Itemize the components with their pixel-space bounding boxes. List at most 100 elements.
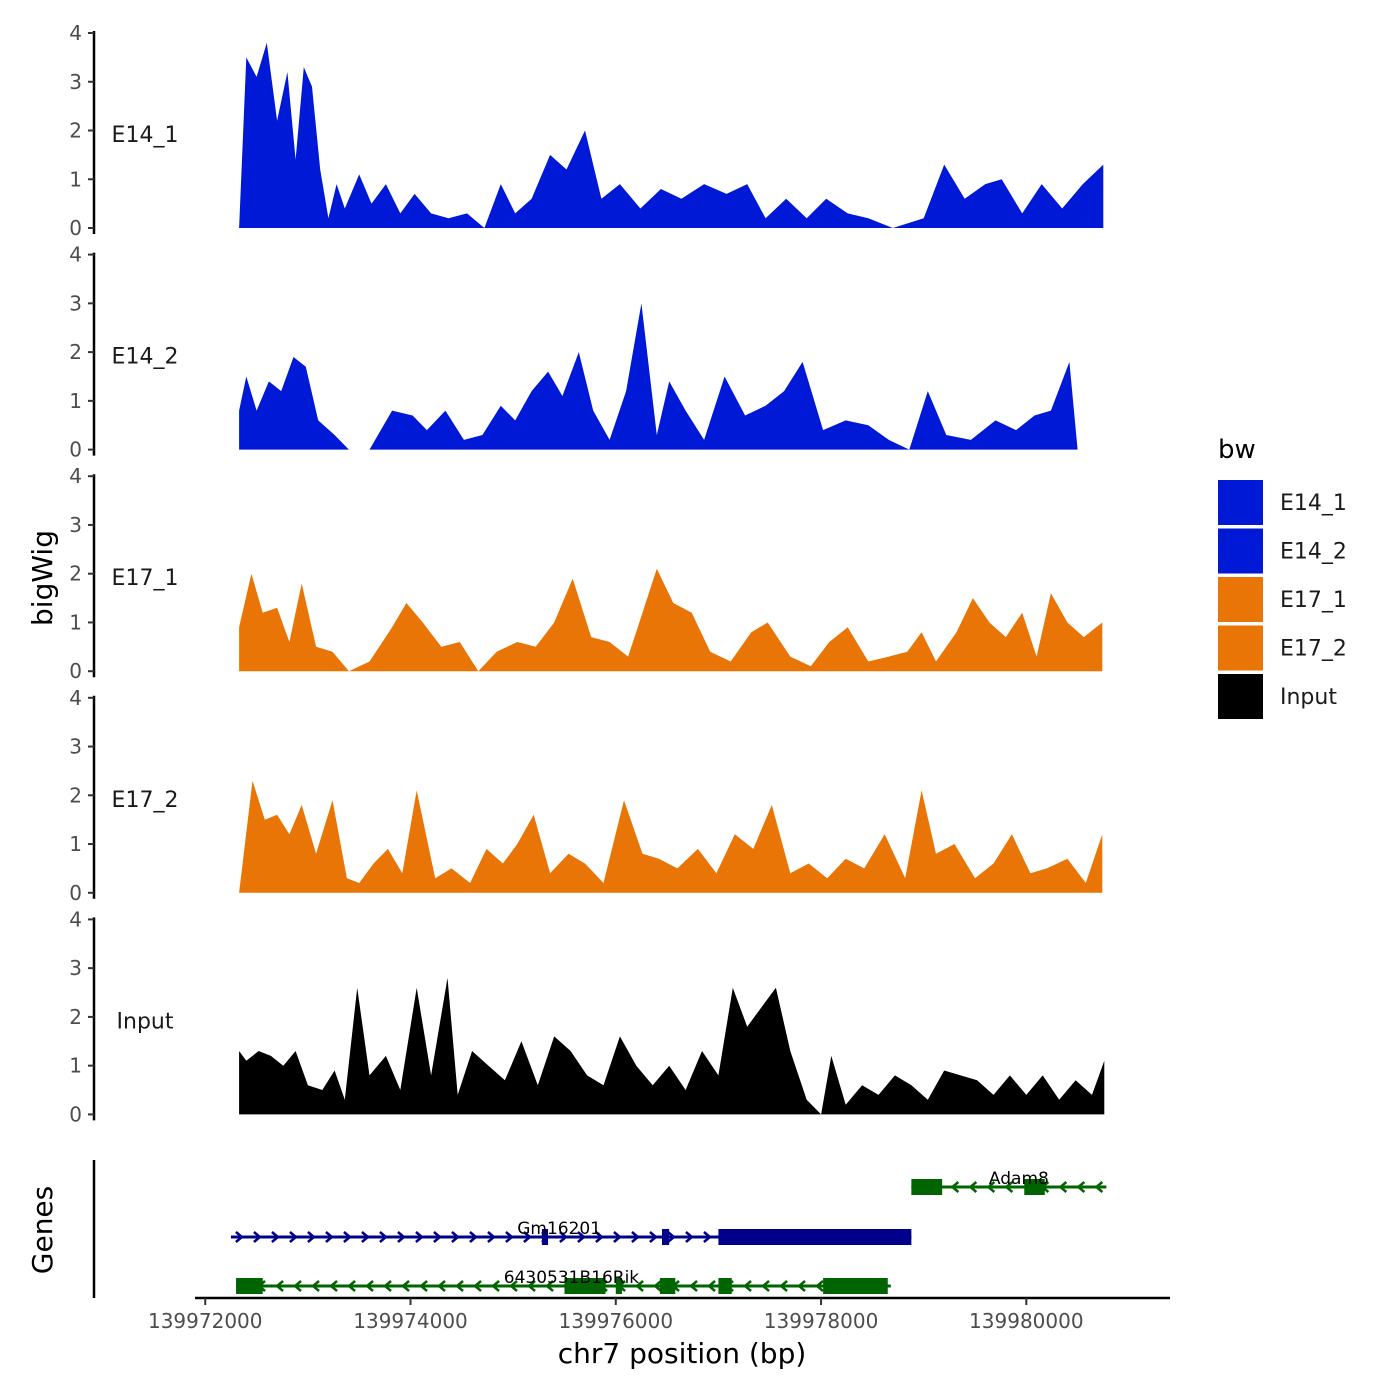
strand-arrow-icon bbox=[383, 1280, 392, 1292]
strand-arrow-icon bbox=[271, 1231, 280, 1243]
strand-arrow-icon bbox=[703, 1231, 712, 1243]
strand-arrow-icon bbox=[509, 1280, 518, 1292]
strand-arrow-icon bbox=[275, 1280, 284, 1292]
y-tick-label: 4 bbox=[69, 21, 82, 45]
panel-E14_2: 0 1 2 3 4 E14_2 bbox=[69, 243, 1078, 462]
panel-E17_2: 0 1 2 3 4 E17_2 bbox=[69, 686, 1103, 905]
gene-exon bbox=[541, 1229, 549, 1245]
y-tick-label: 0 bbox=[69, 438, 82, 462]
area-E17_1 bbox=[239, 568, 1103, 672]
strand-arrow-icon bbox=[437, 1280, 446, 1292]
panel-Input: 0 1 2 3 4 Input bbox=[69, 907, 1105, 1126]
genes-track: Adam8 Gm16201 6430531B16Rik bbox=[92, 1160, 1107, 1298]
gene-exon bbox=[718, 1278, 732, 1294]
strand-arrow-icon bbox=[950, 1181, 960, 1193]
legend-item-Input: Input bbox=[1218, 674, 1337, 719]
panel-label-E14_2: E14_2 bbox=[112, 345, 179, 370]
panel-label-E14_1: E14_1 bbox=[112, 123, 179, 148]
gene-6430531B16Rik: 6430531B16Rik bbox=[236, 1268, 891, 1294]
strand-arrow-icon bbox=[365, 1280, 374, 1292]
strand-arrow-icon bbox=[761, 1280, 770, 1292]
gene-exon bbox=[615, 1278, 622, 1294]
strand-arrow-icon bbox=[649, 1231, 658, 1243]
strand-arrow-icon bbox=[235, 1231, 244, 1243]
strand-arrow-icon bbox=[361, 1231, 370, 1243]
y-tick-label: 3 bbox=[69, 291, 82, 315]
area-E14_1 bbox=[239, 42, 1104, 228]
strand-arrow-icon bbox=[667, 1231, 676, 1243]
strand-arrow-icon bbox=[253, 1231, 262, 1243]
strand-arrow-icon bbox=[1058, 1181, 1068, 1193]
y-tick-label: 4 bbox=[69, 907, 82, 931]
gene-exon bbox=[661, 1229, 670, 1245]
strand-arrow-icon bbox=[685, 1231, 694, 1243]
legend-item-E17_1: E17_1 bbox=[1218, 577, 1347, 622]
strand-arrow-icon bbox=[307, 1231, 316, 1243]
area-E17_2 bbox=[239, 780, 1103, 893]
genes-axis-title: Genes bbox=[26, 1186, 59, 1274]
x-tick-label: 139978000 bbox=[764, 1309, 879, 1333]
legend-label: E17_2 bbox=[1280, 637, 1347, 662]
y-tick-label: 3 bbox=[69, 735, 82, 759]
signal-panels: 0 1 2 3 4 E14_1 0 1 2 3 4 E14_2 0 1 2 3 4 E17_1 0 1 2 3 4 E17_2… bbox=[69, 21, 1105, 1126]
x-tick-label: 139976000 bbox=[559, 1309, 674, 1333]
panel-label-E17_1: E17_1 bbox=[112, 566, 179, 591]
strand-arrow-icon bbox=[968, 1181, 978, 1193]
y-axis-title: bigWig bbox=[26, 530, 59, 626]
panel-E14_1: 0 1 2 3 4 E14_1 bbox=[69, 21, 1104, 240]
y-tick-label: 2 bbox=[69, 340, 82, 364]
y-tick-label: 0 bbox=[69, 659, 82, 683]
y-tick-label: 1 bbox=[69, 610, 82, 634]
strand-arrow-icon bbox=[347, 1280, 356, 1292]
y-tick-label: 4 bbox=[69, 464, 82, 488]
legend-swatch bbox=[1218, 528, 1263, 574]
strand-arrow-icon bbox=[455, 1280, 464, 1292]
strand-arrow-icon bbox=[433, 1231, 442, 1243]
gene-Adam8: Adam8 bbox=[911, 1169, 1107, 1195]
strand-arrow-icon bbox=[631, 1231, 640, 1243]
legend-label: E14_1 bbox=[1280, 491, 1347, 516]
strand-arrow-icon bbox=[343, 1231, 352, 1243]
x-tick-label: 139974000 bbox=[353, 1309, 468, 1333]
strand-arrow-icon bbox=[487, 1231, 496, 1243]
y-tick-label: 0 bbox=[69, 881, 82, 905]
legend-swatch bbox=[1218, 674, 1263, 719]
gene-exon bbox=[1024, 1179, 1045, 1195]
y-tick-label: 2 bbox=[69, 562, 82, 586]
y-tick-label: 0 bbox=[69, 216, 82, 240]
y-tick-label: 3 bbox=[69, 70, 82, 94]
legend-item-E14_2: E14_2 bbox=[1218, 528, 1347, 574]
strand-arrow-icon bbox=[451, 1231, 460, 1243]
strand-arrow-icon bbox=[415, 1231, 424, 1243]
legend-swatch bbox=[1218, 577, 1263, 622]
strand-arrow-icon bbox=[559, 1231, 568, 1243]
strand-arrow-icon bbox=[797, 1280, 806, 1292]
x-tick-label: 139980000 bbox=[969, 1309, 1084, 1333]
strand-arrow-icon bbox=[473, 1280, 482, 1292]
y-tick-label: 3 bbox=[69, 513, 82, 537]
strand-arrow-icon bbox=[707, 1280, 716, 1292]
legend-item-E17_2: E17_2 bbox=[1218, 625, 1347, 671]
gene-label: Gm16201 bbox=[517, 1219, 601, 1239]
strand-arrow-icon bbox=[293, 1280, 302, 1292]
y-tick-label: 4 bbox=[69, 243, 82, 267]
gene-exon bbox=[718, 1229, 912, 1245]
legend-label: E17_1 bbox=[1280, 588, 1347, 613]
y-tick-label: 1 bbox=[69, 389, 82, 413]
area-Input bbox=[239, 977, 1105, 1115]
strand-arrow-icon bbox=[397, 1231, 406, 1243]
strand-arrow-icon bbox=[986, 1181, 996, 1193]
strand-arrow-icon bbox=[523, 1231, 532, 1243]
strand-arrow-icon bbox=[329, 1280, 338, 1292]
strand-arrow-icon bbox=[469, 1231, 478, 1243]
strand-arrow-icon bbox=[311, 1280, 320, 1292]
strand-arrow-icon bbox=[491, 1280, 500, 1292]
legend-label: Input bbox=[1280, 685, 1337, 710]
legend-title: bw bbox=[1218, 435, 1256, 465]
strand-arrow-icon bbox=[577, 1231, 586, 1243]
gene-exon bbox=[659, 1278, 676, 1294]
panel-E17_1: 0 1 2 3 4 E17_1 bbox=[69, 464, 1103, 683]
gene-label: 6430531B16Rik bbox=[504, 1268, 640, 1288]
legend-swatch bbox=[1218, 480, 1263, 525]
